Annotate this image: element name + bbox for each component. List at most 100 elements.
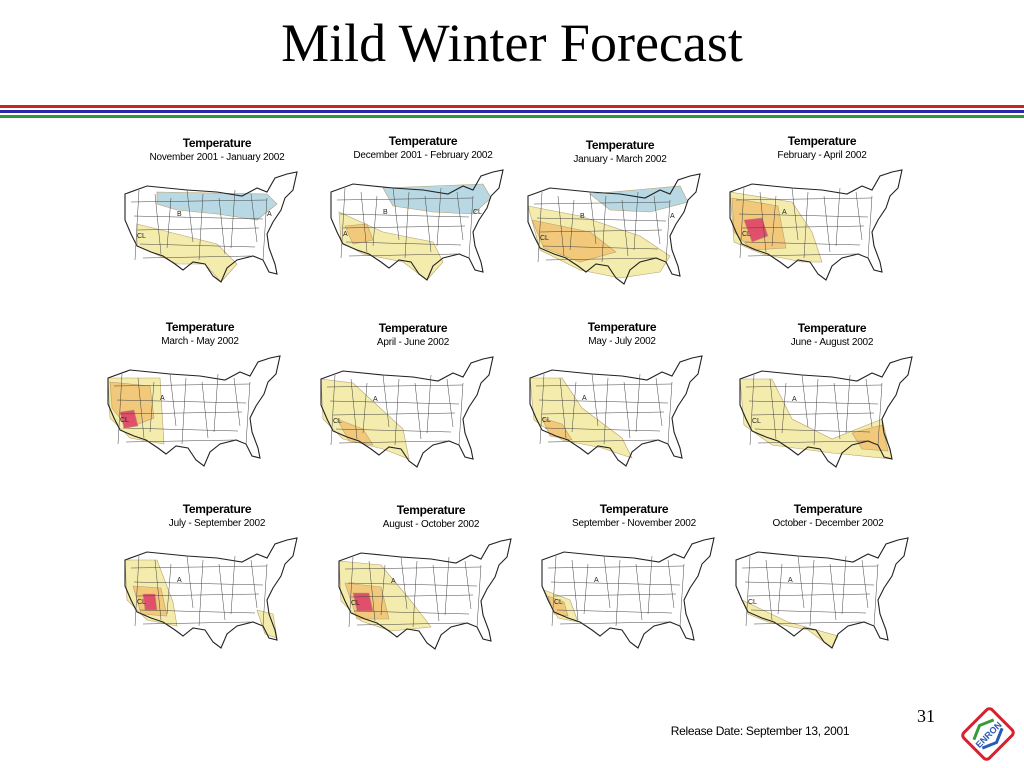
us-temperature-map: A CL (735, 537, 909, 649)
region-label: A (177, 577, 182, 584)
state-border (201, 381, 209, 439)
state-border (533, 201, 671, 205)
map-heading: Temperature (587, 320, 657, 334)
map-heading: Temperature (787, 134, 857, 148)
region-label: A (343, 231, 348, 238)
state-border (125, 439, 235, 443)
map-heading: Temperature (585, 138, 655, 152)
state-border (571, 559, 579, 621)
state-border (757, 440, 867, 444)
us-temperature-map: A CL (320, 356, 494, 468)
map-period: October - December 2002 (772, 518, 884, 529)
state-border (139, 609, 256, 614)
map-period: May - July 2002 (588, 336, 656, 347)
state-border (326, 384, 464, 388)
blue-rule (0, 110, 1024, 113)
state-border (769, 378, 777, 440)
state-border (845, 374, 851, 434)
green-rule (0, 115, 1024, 118)
region-label: CL (554, 599, 563, 606)
state-border (583, 563, 589, 615)
state-border (813, 378, 819, 446)
state-border (139, 243, 256, 248)
state-border (809, 559, 815, 627)
state-border (623, 381, 631, 439)
map-heading: Temperature (388, 134, 458, 148)
forecast-region-above-light (320, 378, 410, 460)
region-label: A (160, 395, 165, 402)
state-border (130, 199, 268, 203)
region-label: CL (120, 417, 129, 424)
region-label: A (792, 396, 797, 403)
state-border (372, 195, 378, 247)
map-period: March - May 2002 (161, 336, 239, 347)
state-border (213, 373, 219, 433)
state-border (781, 382, 787, 434)
region-label: CL (748, 599, 757, 606)
state-border (218, 197, 226, 255)
us-temperature-map: A CL (541, 537, 715, 649)
state-border (262, 197, 268, 261)
us-temperature-map: A CL (338, 538, 512, 650)
us-outline (739, 356, 913, 468)
state-border (801, 374, 809, 428)
state-border (154, 559, 162, 621)
state-border (119, 411, 243, 415)
state-border (347, 582, 478, 587)
state-border (339, 213, 470, 218)
state-border (218, 563, 226, 621)
state-border (803, 191, 809, 259)
state-border (392, 187, 400, 241)
state-border (133, 581, 264, 586)
state-border (332, 412, 456, 416)
state-border (400, 556, 408, 610)
state-border (741, 565, 879, 569)
us-temperature-map: A CL (107, 355, 281, 467)
state-border (412, 560, 418, 628)
state-border (335, 428, 452, 433)
state-border (759, 191, 767, 253)
region-label: CL (742, 231, 751, 238)
state-border (547, 565, 685, 569)
state-border (547, 439, 657, 443)
state-border (735, 197, 873, 201)
us-outline (330, 169, 504, 281)
state-border (665, 199, 671, 263)
state-border (601, 195, 607, 263)
state-border (615, 559, 621, 627)
release-date: Release Date: September 13, 2001 (670, 724, 850, 738)
state-border (750, 609, 867, 614)
state-border (137, 377, 145, 439)
map-heading: Temperature (797, 321, 867, 335)
state-border (169, 373, 177, 427)
state-border (745, 384, 883, 388)
map-heading: Temperature (182, 502, 252, 516)
state-border (122, 427, 239, 432)
forecast-map-feb-apr: Temperature February - April 2002 A CL (722, 134, 922, 304)
forecast-region-above-extreme (142, 593, 158, 611)
state-border (353, 610, 470, 615)
state-border (738, 213, 869, 218)
forecast-map-jun-aug: Temperature June - August 2002 A CL (732, 321, 932, 491)
state-border (777, 563, 783, 615)
us-outline (124, 171, 298, 283)
slide-title: Mild Winter Forecast (281, 13, 743, 73)
map-heading: Temperature (165, 320, 235, 334)
state-border (262, 563, 268, 627)
state-border (142, 255, 252, 259)
state-border (181, 377, 187, 445)
map-period: July - September 2002 (168, 518, 266, 529)
us-outline (124, 537, 298, 649)
state-border (541, 411, 665, 415)
us-temperature-map: B CL A (527, 173, 701, 285)
us-outline (735, 537, 909, 649)
region-label: A (582, 395, 587, 402)
region-label: B (383, 209, 388, 216)
state-border (350, 378, 358, 440)
state-border (745, 555, 751, 627)
state-border (245, 381, 251, 445)
map-heading: Temperature (793, 502, 863, 516)
us-outline (541, 537, 715, 649)
state-border (535, 383, 673, 387)
state-border (550, 581, 681, 586)
